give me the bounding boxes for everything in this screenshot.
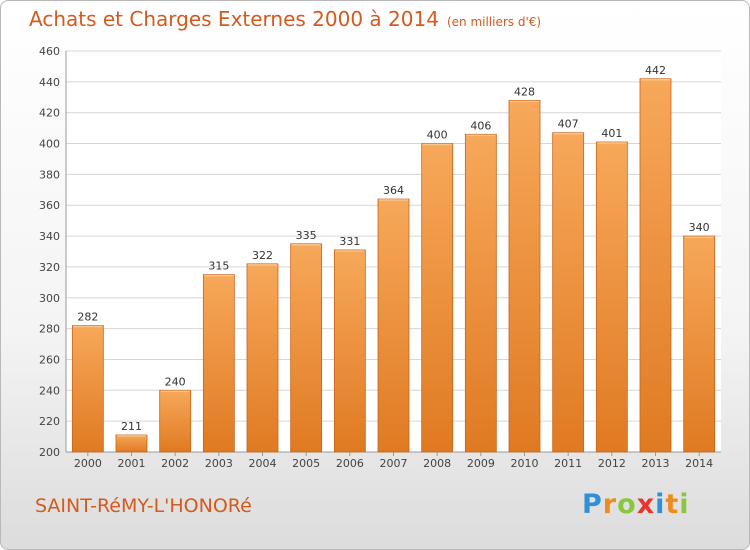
bar-2006 — [333, 249, 366, 453]
bar-2014 — [683, 235, 716, 453]
data-label-2004: 322 — [252, 249, 273, 262]
bar-2000 — [71, 325, 104, 453]
data-label-2001: 211 — [121, 420, 142, 433]
bar-2001 — [115, 434, 148, 453]
x-tick-label-2009: 2009 — [467, 457, 495, 470]
x-tick-label-2000: 2000 — [74, 457, 102, 470]
x-tick-label-2004: 2004 — [249, 457, 277, 470]
bar-2008 — [421, 143, 454, 453]
logo-letter: i — [679, 489, 690, 520]
data-label-2008: 400 — [427, 129, 448, 142]
commune-name: SAINT-RéMY-L'HONORé — [35, 495, 252, 517]
data-label-2003: 315 — [208, 260, 229, 273]
bar-2007 — [377, 198, 410, 453]
data-label-2013: 442 — [645, 64, 666, 77]
data-label-2011: 407 — [558, 118, 579, 131]
data-label-2012: 401 — [601, 127, 622, 140]
y-tick-label: 440 — [39, 76, 60, 89]
y-tick-label: 400 — [39, 138, 60, 151]
x-tick-label-2011: 2011 — [554, 457, 582, 470]
x-tick-label-2014: 2014 — [685, 457, 713, 470]
x-tick-label-2006: 2006 — [336, 457, 364, 470]
data-label-2002: 240 — [165, 375, 186, 388]
bar-2003 — [202, 274, 235, 453]
x-axis-ticks: 2000 2001 2002 2003 2004 2005 2006 2007 2008 2009… — [74, 452, 713, 470]
y-tick-label: 300 — [39, 292, 60, 305]
logo-letter: x — [636, 489, 656, 520]
data-label-2009: 406 — [470, 119, 491, 132]
y-tick-label: 340 — [39, 230, 60, 243]
data-label-2010: 428 — [514, 85, 535, 98]
data-label-2005: 335 — [296, 229, 317, 242]
y-tick-label: 240 — [39, 384, 60, 397]
bar-2013 — [639, 78, 672, 453]
x-tick-label-2005: 2005 — [292, 457, 320, 470]
chart-subtitle: (en milliers d'€) — [446, 15, 542, 29]
bar-2010 — [508, 99, 541, 453]
proxiti-logo: Proxiti — [582, 489, 690, 520]
y-tick-label: 260 — [39, 353, 60, 366]
data-label-2014: 340 — [689, 221, 710, 234]
y-tick-label: 200 — [39, 446, 60, 459]
y-tick-label: 360 — [39, 199, 60, 212]
logo-letter: o — [617, 489, 637, 520]
y-tick-label: 280 — [39, 323, 60, 336]
bar-2005 — [290, 243, 323, 453]
logo-letter: i — [655, 489, 666, 520]
logo-letter: t — [665, 489, 680, 520]
y-tick-label: 460 — [39, 45, 60, 58]
data-label-2007: 364 — [383, 184, 404, 197]
y-tick-label: 420 — [39, 107, 60, 120]
bar-2004 — [246, 263, 279, 453]
logo-letter: r — [602, 489, 618, 520]
chart-title-text: Achats et Charges Externes 2000 à 2014 — [29, 7, 439, 31]
bar-2009 — [464, 133, 497, 453]
x-tick-label-2007: 2007 — [380, 457, 408, 470]
y-tick-label: 220 — [39, 415, 60, 428]
y-tick-label: 380 — [39, 168, 60, 181]
bar-2012 — [595, 141, 628, 453]
logo-letter: P — [582, 489, 603, 520]
x-tick-label-2002: 2002 — [161, 457, 189, 470]
chart-title: Achats et Charges Externes 2000 à 2014 (e… — [29, 7, 541, 31]
data-label-2000: 282 — [77, 311, 98, 324]
x-tick-label-2013: 2013 — [642, 457, 670, 470]
data-label-2006: 331 — [339, 235, 360, 248]
x-tick-label-2003: 2003 — [205, 457, 233, 470]
x-tick-label-2008: 2008 — [423, 457, 451, 470]
data-labels: 282 211 240 315 322 335 331 364 400 406 428 407 401 4… — [77, 64, 709, 433]
bar-2002 — [159, 389, 192, 453]
y-tick-label: 320 — [39, 261, 60, 274]
x-tick-label-2012: 2012 — [598, 457, 626, 470]
x-tick-label-2010: 2010 — [511, 457, 539, 470]
bar-2011 — [552, 132, 585, 453]
x-tick-label-2001: 2001 — [118, 457, 146, 470]
